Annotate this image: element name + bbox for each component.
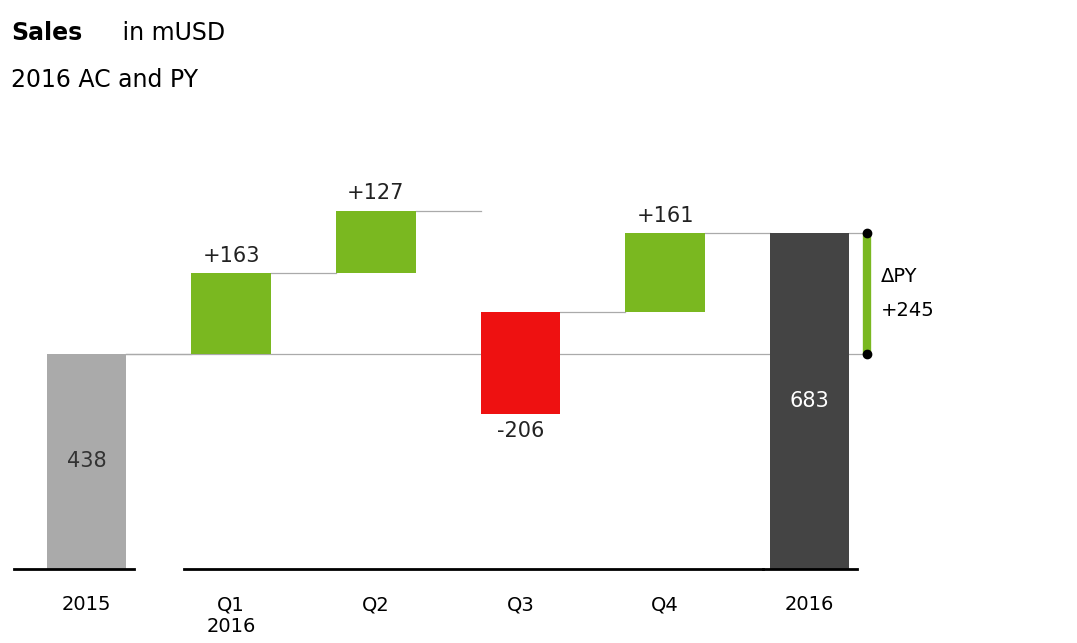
Bar <box>626 233 704 312</box>
Bar <box>46 354 126 569</box>
Bar <box>192 273 271 354</box>
Text: +245: +245 <box>881 301 935 320</box>
Text: Sales: Sales <box>11 21 83 45</box>
Text: 2016 AC and PY: 2016 AC and PY <box>11 68 198 92</box>
Text: ΔPY: ΔPY <box>881 267 918 285</box>
Text: 683: 683 <box>789 391 829 411</box>
Text: +163: +163 <box>202 246 260 266</box>
Text: +127: +127 <box>347 183 405 203</box>
Bar <box>336 211 416 273</box>
Bar <box>480 312 560 413</box>
Text: -206: -206 <box>496 421 544 441</box>
Text: in mUSD: in mUSD <box>115 21 225 45</box>
Bar <box>770 233 850 569</box>
Text: +161: +161 <box>637 206 694 226</box>
Text: 438: 438 <box>67 451 107 471</box>
